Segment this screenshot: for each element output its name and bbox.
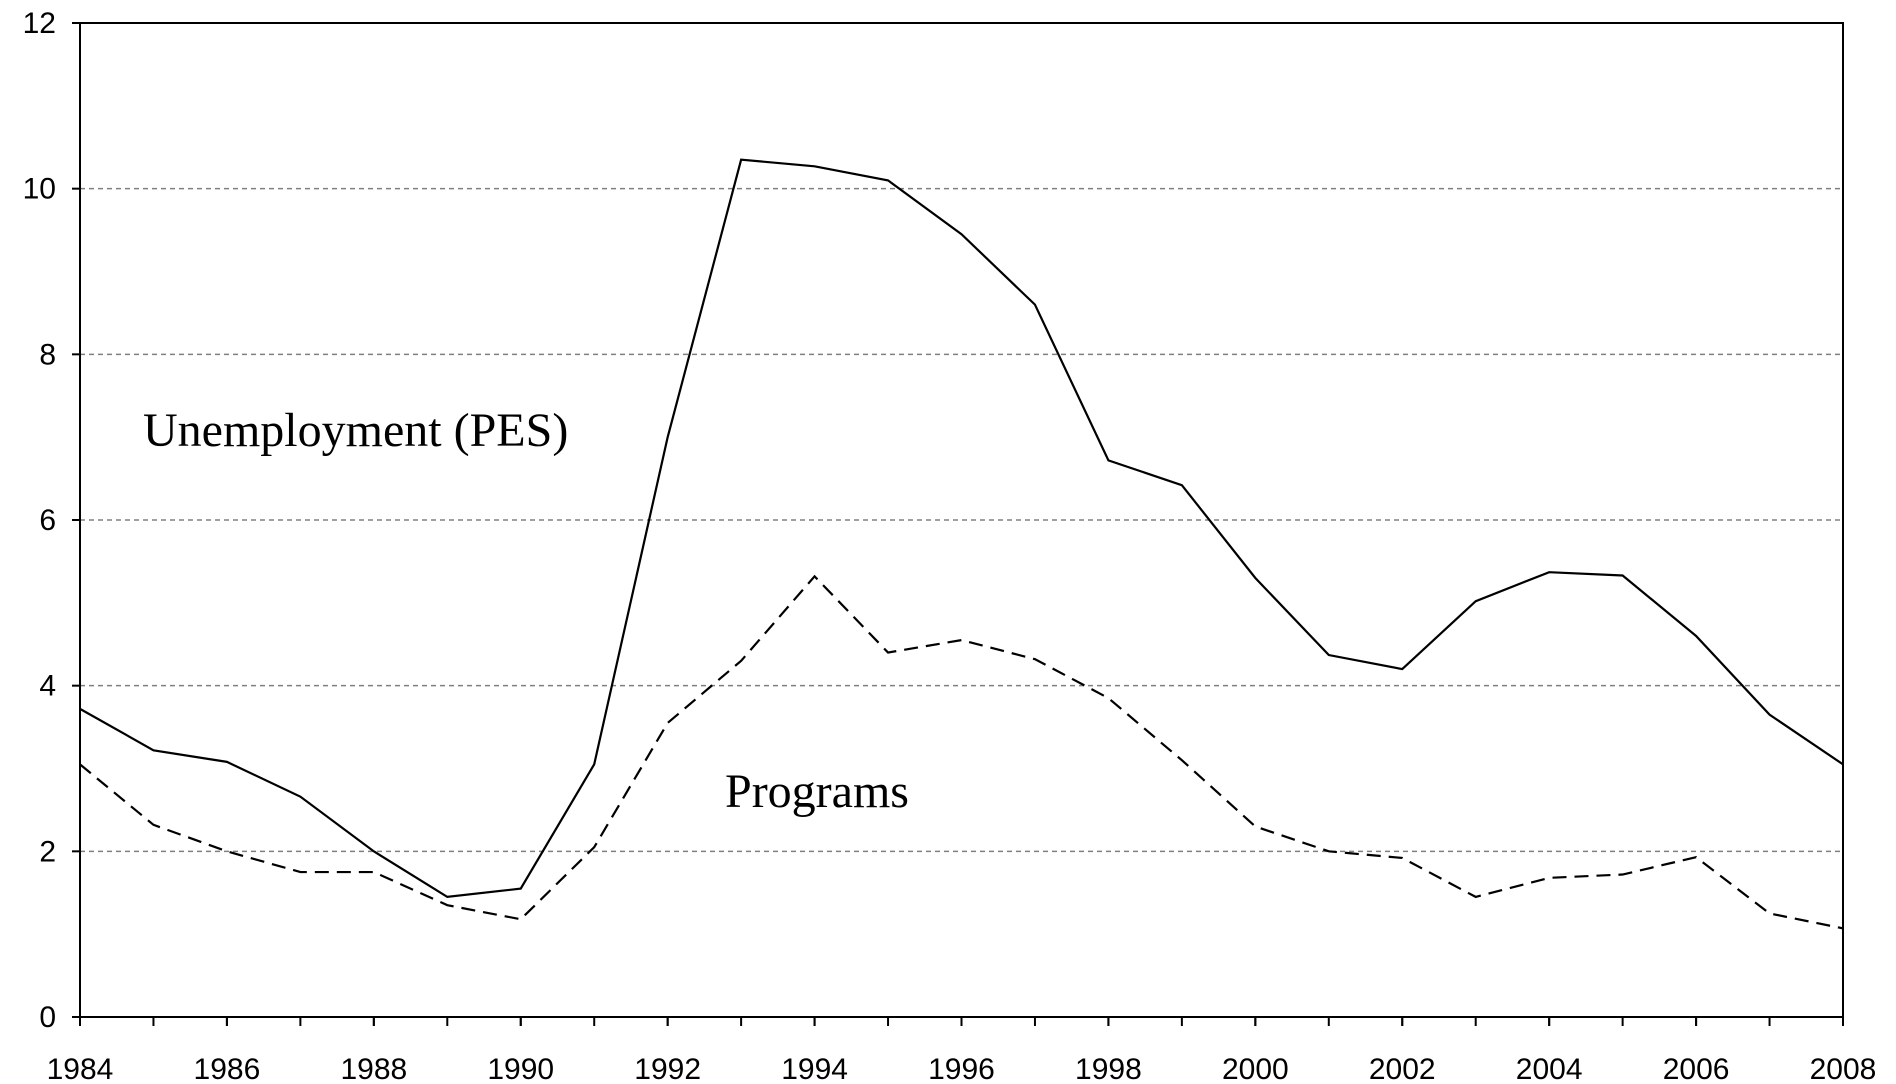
x-tick-label: 2008: [1810, 1053, 1877, 1084]
y-tick-label: 4: [39, 670, 56, 703]
series-label: Programs: [725, 765, 909, 818]
x-tick-label: 1990: [487, 1053, 554, 1084]
x-tick-label: 1998: [1075, 1053, 1142, 1084]
y-tick-label: 8: [39, 338, 56, 371]
x-tick-label: 1996: [928, 1053, 995, 1084]
y-tick-label: 12: [23, 7, 56, 40]
x-tick-label: 2002: [1369, 1053, 1436, 1084]
x-tick-label: 1988: [340, 1053, 407, 1084]
x-tick-label: 1984: [47, 1053, 114, 1084]
x-tick-label: 2006: [1663, 1053, 1730, 1084]
x-tick-label: 1986: [194, 1053, 261, 1084]
y-tick-label: 2: [39, 835, 56, 868]
x-tick-label: 1992: [634, 1053, 701, 1084]
plot-frame: [79, 22, 1844, 1018]
x-tick-label: 2000: [1222, 1053, 1289, 1084]
y-tick-label: 6: [39, 504, 56, 537]
y-tick-label: 10: [23, 173, 56, 206]
series-label: Unemployment (PES): [143, 404, 568, 457]
series-line: [79, 158, 1844, 899]
y-tick-label: 0: [39, 1001, 56, 1034]
x-tick-label: 1994: [781, 1053, 848, 1084]
x-tick-label: 2004: [1516, 1053, 1583, 1084]
